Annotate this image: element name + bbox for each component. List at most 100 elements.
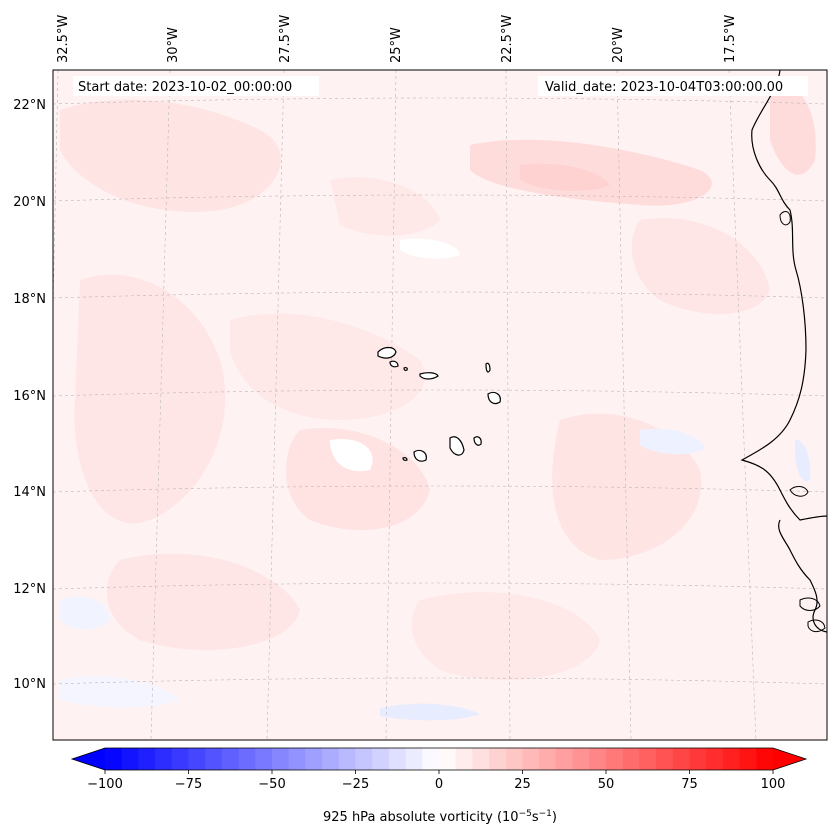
lon-label: 30°W bbox=[166, 27, 181, 63]
lat-label: 16°N bbox=[13, 389, 46, 404]
colorbar-bin bbox=[272, 748, 290, 770]
vorticity-contour bbox=[286, 428, 430, 530]
longitude-labels: 32.5°W 30°W 27.5°W 25°W 22.5°W 20°W 17.5… bbox=[56, 15, 738, 63]
colorbar-bin bbox=[155, 748, 173, 770]
colorbar-ticks: −100 −75 −50 −25 0 25 50 75 100 bbox=[87, 770, 785, 792]
lon-label: 27.5°W bbox=[278, 15, 293, 63]
lat-label: 10°N bbox=[13, 677, 46, 692]
colorbar-label: 925 hPa absolute vorticity (10−5s−1) bbox=[323, 809, 557, 825]
colorbar-tick-label: 50 bbox=[598, 777, 615, 792]
colorbar-bin bbox=[171, 748, 189, 770]
colorbar-tick-label: 100 bbox=[761, 777, 786, 792]
valid-date-box bbox=[538, 76, 808, 96]
lon-label: 17.5°W bbox=[723, 15, 738, 63]
colorbar-bin bbox=[555, 748, 574, 770]
colorbar-bin bbox=[455, 748, 473, 770]
colorbar-tick-label: −75 bbox=[175, 777, 202, 792]
colorbar-extend-min bbox=[72, 748, 105, 770]
colorbar-bin bbox=[505, 748, 523, 770]
colorbar-bin bbox=[606, 748, 624, 770]
colorbar-bin bbox=[388, 748, 407, 770]
vorticity-field bbox=[53, 70, 827, 740]
coastline bbox=[789, 486, 809, 497]
island-fogo bbox=[413, 449, 427, 462]
coastline bbox=[799, 597, 821, 611]
vorticity-contour bbox=[520, 163, 610, 192]
vorticity-contour bbox=[60, 99, 281, 212]
colorbar-tick-label: −50 bbox=[258, 777, 285, 792]
island-sal bbox=[485, 362, 491, 373]
colorbar-bin bbox=[188, 748, 206, 770]
vorticity-contour bbox=[60, 596, 110, 630]
colorbar-bin bbox=[739, 748, 757, 770]
colorbar-bin bbox=[288, 748, 306, 770]
colorbar-bin bbox=[722, 748, 741, 770]
colorbar-bin bbox=[105, 748, 123, 770]
colorbar-bin bbox=[422, 748, 440, 770]
vorticity-contour bbox=[230, 313, 426, 420]
colorbar-tick-label: −100 bbox=[87, 777, 123, 792]
colorbar-tick-label: −25 bbox=[342, 777, 369, 792]
start-date-label: Start date: 2023-10-02_00:00:00 bbox=[78, 80, 292, 95]
lon-label: 20°W bbox=[611, 27, 626, 63]
colorbar-bin bbox=[572, 748, 590, 770]
colorbar-bin bbox=[656, 748, 674, 770]
colorbar-bin bbox=[672, 748, 690, 770]
colorbar-bin bbox=[522, 748, 540, 770]
colorbar-bin bbox=[255, 748, 273, 770]
lat-label: 18°N bbox=[13, 292, 46, 307]
vorticity-contour bbox=[631, 218, 770, 314]
colorbar-bin bbox=[439, 748, 457, 770]
colorbar-tick-label: 75 bbox=[681, 777, 698, 792]
island-sao-vicente bbox=[389, 360, 399, 368]
colorbar-bin bbox=[639, 748, 657, 770]
colorbar-bin bbox=[305, 748, 323, 770]
colorbar-bin bbox=[338, 748, 356, 770]
colorbar-bin bbox=[589, 748, 607, 770]
vorticity-contour bbox=[640, 428, 705, 455]
colorbar-bin bbox=[138, 748, 156, 770]
colorbar-bin bbox=[539, 748, 557, 770]
lat-label: 20°N bbox=[13, 195, 46, 210]
vorticity-contour bbox=[770, 80, 816, 175]
colorbar-bin bbox=[238, 748, 256, 770]
colorbar-bin bbox=[756, 748, 774, 770]
colorbar-bin bbox=[322, 748, 340, 770]
vorticity-contour bbox=[330, 439, 373, 472]
start-date-box bbox=[73, 76, 319, 96]
coastline bbox=[778, 519, 827, 633]
valid-date-label: Valid_date: 2023-10-04T03:00:00.00 bbox=[545, 80, 783, 95]
colorbar-bin bbox=[689, 748, 707, 770]
island-santa-luzia bbox=[403, 367, 408, 371]
colorbar: −100 −75 −50 −25 0 25 50 75 100 925 hPa absolute… bbox=[70, 747, 808, 825]
island-santiago bbox=[449, 436, 465, 456]
colorbar-extend-max bbox=[773, 748, 806, 770]
lat-label: 22°N bbox=[13, 98, 46, 113]
vorticity-contour bbox=[106, 553, 300, 650]
lon-label: 25°W bbox=[389, 27, 404, 63]
coastline bbox=[779, 211, 791, 226]
colorbar-bin bbox=[489, 748, 507, 770]
lat-label: 12°N bbox=[13, 582, 46, 597]
colorbar-tick-label: 25 bbox=[514, 777, 531, 792]
vorticity-contour bbox=[795, 439, 811, 482]
colorbar-bin bbox=[372, 748, 390, 770]
colorbar-bin bbox=[221, 748, 240, 770]
island-santo-antao bbox=[377, 346, 397, 359]
colorbar-bin bbox=[405, 748, 423, 770]
vorticity-contour bbox=[400, 238, 460, 259]
colorbar-bins bbox=[105, 748, 774, 770]
colorbar-bin bbox=[355, 748, 373, 770]
colorbar-bin bbox=[472, 748, 490, 770]
island-boa-vista bbox=[487, 391, 501, 405]
vorticity-contour bbox=[74, 274, 226, 524]
vorticity-contour bbox=[380, 703, 480, 721]
colorbar-tick-label: 0 bbox=[435, 777, 443, 792]
graticule bbox=[53, 70, 827, 740]
colorbar-bin bbox=[205, 748, 223, 770]
vorticity-contour bbox=[330, 177, 440, 236]
vorticity-contour bbox=[60, 676, 180, 708]
cape-verde-islands bbox=[377, 346, 501, 462]
coastline bbox=[740, 70, 827, 521]
vorticity-contour bbox=[411, 592, 600, 680]
